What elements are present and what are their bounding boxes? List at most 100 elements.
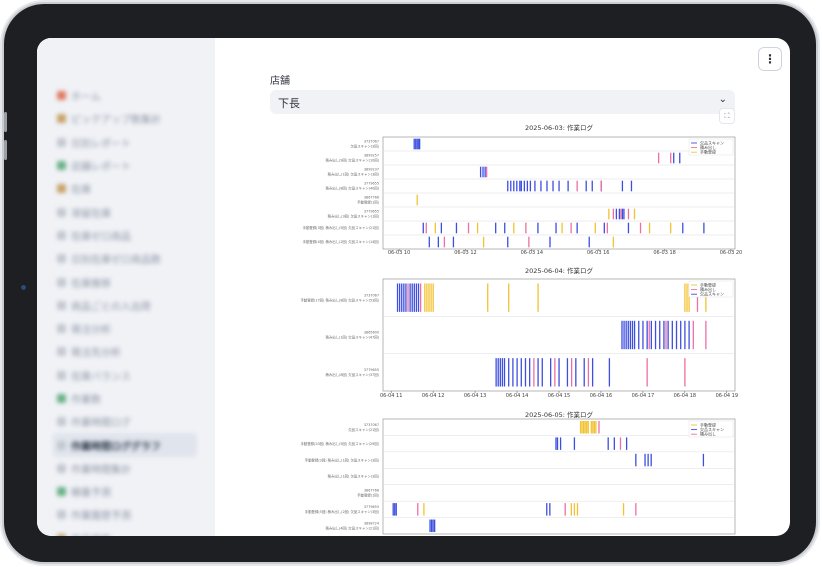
event-mark	[416, 194, 418, 206]
x-tick-label: 06-04 12	[422, 393, 444, 399]
store-select[interactable]: 下長 ⌄	[270, 90, 735, 114]
event-mark	[594, 222, 596, 234]
row-label: 積み出し(3回) 欠品スキャン(1回)	[328, 214, 380, 219]
row-label: 積み出し(1回) 欠品スキャン(3回)	[328, 474, 380, 479]
sidebar-item[interactable]: 在庫ゼロ商品	[57, 224, 207, 247]
event-mark	[621, 320, 623, 350]
bullet-icon	[57, 463, 66, 473]
event-mark	[430, 519, 433, 533]
sidebar-item[interactable]: 在庫バランス	[57, 364, 207, 387]
sidebar-item[interactable]: 作業履歴予測	[57, 503, 207, 526]
event-mark	[627, 222, 630, 234]
sidebar-item-label: 商品ごとの入出荷	[71, 301, 151, 313]
event-mark	[540, 180, 542, 192]
event-mark	[419, 283, 422, 312]
sidebar-item[interactable]: 棚番予測	[57, 480, 207, 503]
event-mark	[482, 166, 484, 178]
store-label: 店舗	[270, 76, 290, 87]
event-mark	[520, 358, 522, 387]
row-label: 3867766	[364, 489, 379, 493]
sidebar-item-label: 日別レポート	[71, 138, 131, 150]
fullscreen-icon[interactable]: ⛶	[719, 108, 735, 124]
sidebar-item[interactable]: 日別在庫ゼロ商品数	[57, 247, 207, 270]
event-mark	[392, 503, 394, 516]
event-mark	[508, 283, 510, 312]
event-mark	[501, 358, 504, 387]
event-mark	[670, 222, 672, 234]
sidebar-item[interactable]: 発注分析	[57, 317, 207, 340]
sidebar-item[interactable]: 日別レポート	[57, 131, 207, 154]
sidebar-item[interactable]: 作業時間ロググラフ	[53, 433, 197, 457]
event-mark	[524, 358, 527, 387]
event-mark	[395, 503, 397, 516]
event-mark	[648, 320, 650, 350]
event-mark	[415, 283, 418, 312]
event-mark	[394, 503, 396, 516]
sidebar-item[interactable]: 滞留在庫	[57, 200, 207, 223]
sidebar-item[interactable]: 作業時間ログ	[57, 410, 207, 433]
event-mark	[659, 320, 661, 350]
event-mark	[644, 453, 646, 467]
event-mark	[606, 222, 608, 234]
sidebar-item[interactable]: 商品ごとの入出荷	[57, 294, 207, 317]
event-mark	[627, 320, 629, 350]
event-mark	[455, 222, 458, 234]
box-icon	[57, 533, 66, 536]
event-mark	[576, 180, 578, 192]
sidebar-item[interactable]: 商品検索	[57, 527, 207, 536]
more-vertical-icon[interactable]: ⋮	[758, 47, 782, 71]
x-tick-label: 06-03 10	[388, 250, 410, 256]
event-mark	[443, 236, 446, 248]
event-mark	[631, 320, 634, 350]
event-mark	[591, 180, 593, 192]
event-mark	[529, 180, 532, 192]
event-mark	[684, 283, 686, 312]
sidebar-item[interactable]: 店舗レポート	[57, 154, 207, 177]
sidebar-item-label: 発注分析	[71, 325, 111, 337]
sidebar-item[interactable]: ピックアップ数集計	[57, 107, 207, 130]
event-mark	[534, 180, 536, 192]
event-mark	[588, 236, 590, 248]
event-mark	[579, 420, 582, 434]
event-mark	[554, 358, 556, 387]
event-mark	[598, 420, 600, 434]
x-tick-label: 06-04 15	[548, 393, 570, 399]
sidebar-item-label: 滞留在庫	[71, 208, 111, 220]
event-mark	[467, 222, 470, 234]
sidebar-item-label: 在庫	[71, 185, 91, 197]
event-mark	[612, 208, 615, 220]
chart-title: 2025-06-03: 作業ログ	[525, 123, 594, 132]
bullet-icon	[57, 324, 66, 334]
event-mark	[549, 236, 551, 248]
sidebar: ホーム ピックアップ数集計日別レポート店舗レポート在庫滞留在庫在庫ゼロ商品 日別在庫…	[37, 38, 215, 536]
event-mark	[416, 138, 418, 150]
sidebar-item[interactable]: ホーム	[57, 84, 207, 107]
event-mark	[647, 453, 649, 467]
event-mark	[675, 320, 678, 350]
row-label: 手動登録(4回) 積み出し(2回) 欠品スキャン(14回)	[303, 239, 380, 244]
sidebar-item[interactable]: 在庫	[57, 177, 207, 200]
event-mark	[576, 503, 579, 516]
event-mark	[507, 180, 509, 192]
event-mark	[625, 437, 628, 450]
event-mark	[430, 283, 432, 312]
sidebar-item[interactable]: 在庫推移	[57, 270, 207, 293]
event-mark	[512, 358, 514, 387]
sidebar-item[interactable]: 発注先分析	[57, 340, 207, 363]
event-mark	[705, 320, 707, 350]
bullet-icon	[57, 230, 66, 240]
event-mark	[484, 166, 486, 178]
volume-button	[4, 140, 7, 160]
x-tick-label: 06-04 16	[590, 393, 612, 399]
event-mark	[657, 152, 660, 164]
tablet-frame: ホーム ピックアップ数集計日別レポート店舗レポート在庫滞留在庫在庫ゼロ商品 日別在庫…	[4, 4, 816, 562]
event-mark	[570, 222, 572, 234]
x-tick-label: 06-04 11	[380, 393, 402, 399]
row-label: 3865600	[364, 331, 379, 335]
sidebar-item[interactable]: 作業時間集計	[57, 457, 207, 480]
event-mark	[432, 283, 434, 312]
event-mark	[688, 320, 690, 350]
sidebar-item[interactable]: 作業数	[57, 387, 207, 410]
x-tick-label: 06-04 13	[464, 393, 486, 399]
event-mark	[703, 222, 705, 234]
